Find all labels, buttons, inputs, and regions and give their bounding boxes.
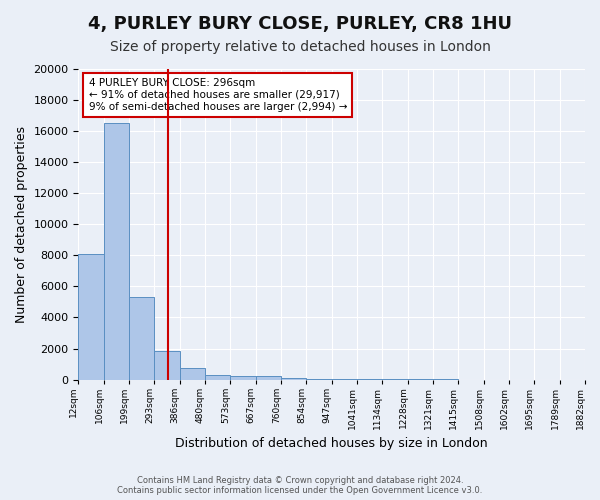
Bar [205,374,230,380]
Y-axis label: Number of detached properties: Number of detached properties [15,126,28,323]
Text: 4, PURLEY BURY CLOSE, PURLEY, CR8 1HU: 4, PURLEY BURY CLOSE, PURLEY, CR8 1HU [88,15,512,33]
Bar [129,298,154,380]
Bar [154,351,180,380]
Bar [357,379,382,380]
Bar [104,124,129,380]
Bar [307,379,332,380]
Bar [332,379,357,380]
Text: 4 PURLEY BURY CLOSE: 296sqm
← 91% of detached houses are smaller (29,917)
9% of : 4 PURLEY BURY CLOSE: 296sqm ← 91% of det… [89,78,347,112]
Bar [180,368,205,380]
Bar [230,376,256,380]
Text: Contains HM Land Registry data © Crown copyright and database right 2024.
Contai: Contains HM Land Registry data © Crown c… [118,476,482,495]
Bar [256,376,281,380]
Bar [281,378,307,380]
X-axis label: Distribution of detached houses by size in London: Distribution of detached houses by size … [175,437,488,450]
Bar [79,254,104,380]
Text: Size of property relative to detached houses in London: Size of property relative to detached ho… [110,40,490,54]
